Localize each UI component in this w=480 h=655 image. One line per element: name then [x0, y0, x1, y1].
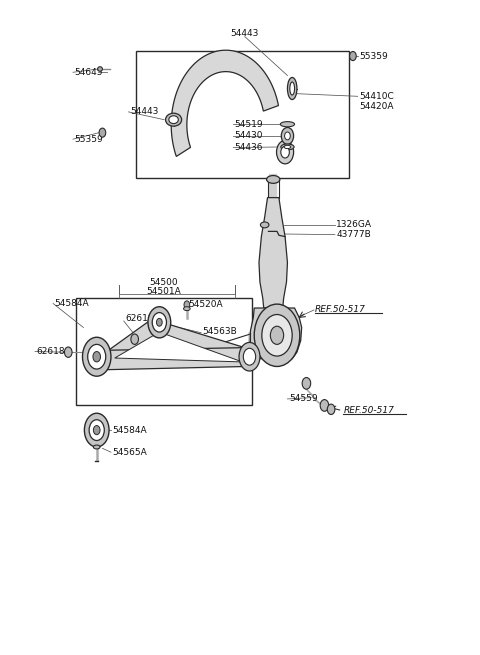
- Text: 54430: 54430: [234, 132, 263, 140]
- Text: 54420A: 54420A: [360, 102, 394, 111]
- Text: 54443: 54443: [230, 29, 259, 39]
- Polygon shape: [115, 332, 242, 362]
- Text: 54443: 54443: [130, 107, 158, 117]
- Circle shape: [131, 334, 138, 345]
- Ellipse shape: [97, 67, 102, 71]
- Circle shape: [99, 128, 106, 137]
- Ellipse shape: [261, 222, 269, 228]
- Text: 55359: 55359: [360, 52, 388, 60]
- Text: 54410C: 54410C: [360, 92, 394, 101]
- Circle shape: [184, 301, 190, 309]
- Text: 54500: 54500: [150, 278, 179, 286]
- Circle shape: [88, 345, 106, 369]
- Circle shape: [83, 337, 111, 376]
- Polygon shape: [171, 50, 278, 157]
- Circle shape: [262, 314, 292, 356]
- Circle shape: [93, 352, 100, 362]
- Circle shape: [152, 312, 167, 332]
- Text: 54520A: 54520A: [188, 299, 222, 309]
- Text: 62618: 62618: [36, 347, 65, 356]
- Text: 54559: 54559: [289, 394, 317, 403]
- Circle shape: [276, 140, 294, 164]
- Ellipse shape: [281, 144, 294, 150]
- Text: 1326GA: 1326GA: [336, 220, 372, 229]
- Circle shape: [243, 348, 256, 365]
- Text: 55359: 55359: [74, 135, 103, 143]
- Circle shape: [349, 52, 356, 60]
- Ellipse shape: [284, 145, 291, 149]
- Ellipse shape: [183, 307, 190, 310]
- Circle shape: [94, 426, 100, 435]
- Circle shape: [156, 318, 162, 326]
- Polygon shape: [105, 317, 253, 369]
- Text: 54436: 54436: [234, 143, 263, 152]
- Text: 54584A: 54584A: [54, 299, 89, 308]
- Text: 54645: 54645: [74, 67, 102, 77]
- Circle shape: [239, 343, 260, 371]
- Ellipse shape: [290, 82, 295, 95]
- Polygon shape: [259, 198, 288, 308]
- Circle shape: [327, 404, 335, 415]
- Text: 62618: 62618: [125, 314, 154, 323]
- Text: 43777B: 43777B: [336, 230, 371, 239]
- Circle shape: [320, 400, 329, 411]
- Ellipse shape: [288, 77, 297, 100]
- Ellipse shape: [94, 445, 100, 449]
- Circle shape: [84, 413, 109, 447]
- Ellipse shape: [280, 122, 295, 127]
- Text: 54501A: 54501A: [147, 287, 181, 295]
- Text: 54563B: 54563B: [202, 327, 237, 336]
- Circle shape: [64, 347, 72, 358]
- Circle shape: [254, 304, 300, 366]
- Polygon shape: [105, 348, 253, 369]
- Polygon shape: [251, 308, 301, 359]
- Circle shape: [285, 132, 290, 140]
- Text: 54519: 54519: [234, 120, 263, 129]
- Bar: [76, 298, 252, 405]
- Circle shape: [302, 377, 311, 389]
- Circle shape: [148, 307, 171, 338]
- Ellipse shape: [266, 176, 280, 183]
- Circle shape: [270, 326, 284, 345]
- Circle shape: [89, 420, 104, 441]
- Ellipse shape: [166, 113, 181, 126]
- Circle shape: [281, 146, 289, 158]
- Circle shape: [281, 128, 294, 144]
- Text: 54584A: 54584A: [112, 426, 146, 435]
- Text: 54565A: 54565A: [112, 448, 147, 457]
- Ellipse shape: [169, 116, 179, 124]
- Text: REF.50-517: REF.50-517: [343, 406, 394, 415]
- Bar: [136, 52, 349, 178]
- Text: REF.50-517: REF.50-517: [315, 305, 366, 314]
